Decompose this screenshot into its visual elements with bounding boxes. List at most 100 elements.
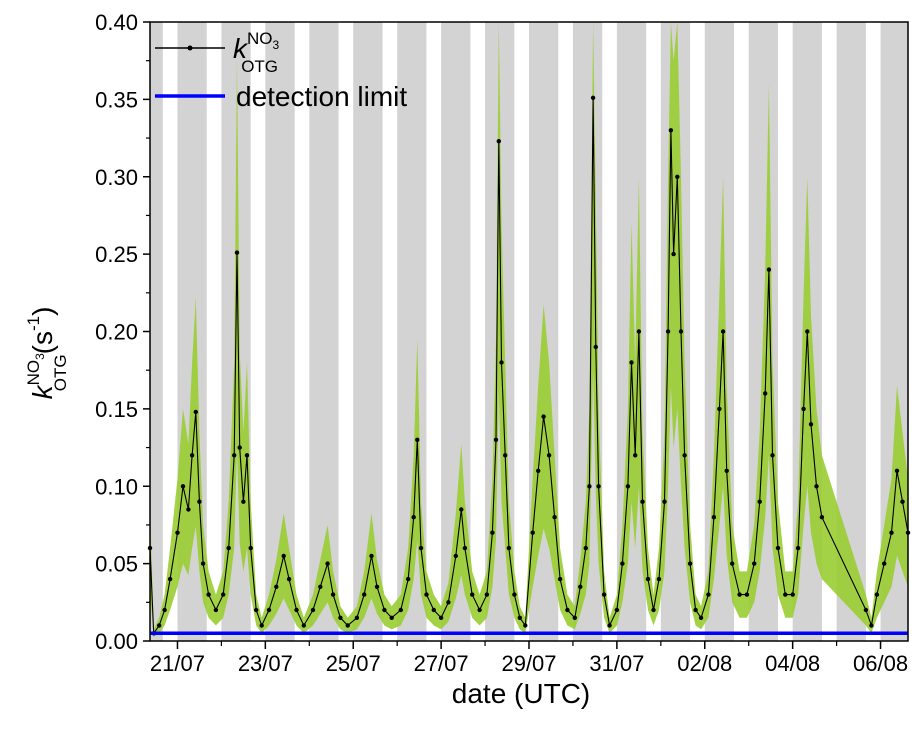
- data-point: [254, 607, 259, 613]
- data-point: [614, 607, 620, 613]
- data-point: [706, 592, 711, 597]
- data-point: [790, 592, 795, 597]
- data-point: [882, 561, 887, 566]
- data-point: [411, 515, 416, 520]
- data-point: [496, 139, 501, 144]
- data-point: [636, 329, 642, 334]
- data-point: [625, 484, 631, 489]
- series-lines: [149, 97, 909, 635]
- data-point: [601, 592, 607, 597]
- y-axis-title-symbol: k: [27, 383, 58, 399]
- x-tick-label: 29/07: [501, 651, 556, 676]
- x-tick-label: 31/07: [589, 651, 644, 676]
- y-axis-title: kNO3 OTG(s-1): [24, 307, 70, 400]
- data-point: [523, 623, 528, 628]
- night-band: [353, 22, 383, 641]
- data-point: [418, 545, 424, 551]
- y-tick-label: 0.25: [95, 242, 138, 267]
- data-point: [596, 484, 601, 489]
- data-point: [587, 484, 592, 489]
- data-point: [662, 499, 667, 504]
- y-axis-title-subscript: OTG: [51, 354, 70, 391]
- data-point: [382, 607, 387, 613]
- data-point: [477, 607, 482, 613]
- data-point: [438, 615, 444, 620]
- data-point: [572, 615, 577, 620]
- data-point: [234, 250, 240, 255]
- data-point: [484, 592, 490, 597]
- data-point: [711, 515, 717, 520]
- data-point: [620, 561, 625, 566]
- data-point: [354, 615, 360, 620]
- data-point: [668, 128, 674, 133]
- y-tick-label: 0.30: [95, 165, 138, 190]
- data-point: [338, 615, 343, 620]
- legend-label-detection-limit: detection limit: [236, 81, 407, 112]
- data-point: [869, 623, 874, 628]
- y-axis-title-unit-exponent: -1: [24, 316, 43, 331]
- legend-marker-series: [187, 45, 193, 51]
- data-point: [301, 623, 306, 628]
- data-point: [687, 561, 693, 566]
- data-point: [590, 95, 596, 101]
- data-point: [698, 615, 704, 620]
- y-tick-label: 0.20: [95, 320, 138, 345]
- data-point: [294, 607, 299, 613]
- data-point: [633, 453, 638, 458]
- data-point: [814, 484, 819, 489]
- data-point: [406, 576, 411, 582]
- data-point: [717, 406, 722, 412]
- y-tick-label: 0.10: [95, 474, 138, 499]
- y-tick-label: 0.15: [95, 397, 138, 422]
- data-point: [763, 391, 768, 396]
- data-point: [578, 584, 583, 589]
- data-point: [770, 453, 775, 458]
- data-point: [546, 453, 552, 458]
- x-tick-label: 06/08: [853, 651, 908, 676]
- data-point: [593, 344, 598, 350]
- data-point: [310, 607, 316, 613]
- data-point: [557, 576, 563, 582]
- axis-ticks: 0.00 0.05 0.10 0.15 0.20 0.25 0.30 0.35 0.40 21/0…: [95, 10, 908, 676]
- data-point: [431, 607, 436, 613]
- data-point: [499, 360, 504, 365]
- data-point: [330, 592, 336, 597]
- data-point: [374, 584, 380, 589]
- x-tick-label: 04/08: [765, 651, 820, 676]
- data-point: [415, 437, 420, 442]
- legend-label-series: kNO3 OTG: [233, 29, 280, 76]
- data-point: [462, 545, 468, 551]
- data-point: [345, 623, 350, 628]
- data-point: [757, 499, 762, 504]
- data-point: [200, 561, 206, 566]
- night-band: [309, 22, 339, 641]
- data-point: [446, 600, 451, 605]
- data-point: [744, 592, 750, 597]
- data-point: [720, 329, 726, 334]
- data-point: [453, 553, 458, 559]
- legend-label-series-superscript-sub: 3: [273, 38, 280, 52]
- data-point: [530, 530, 535, 535]
- night-bands: [150, 22, 908, 641]
- data-point: [766, 267, 772, 272]
- data-point: [675, 174, 680, 179]
- data-point: [167, 576, 173, 582]
- series-markers: [147, 95, 911, 636]
- data-point: [389, 615, 394, 620]
- data-point: [805, 329, 810, 334]
- data-point: [493, 437, 499, 442]
- data-point: [874, 592, 880, 597]
- data-point: [775, 545, 781, 551]
- legend-label-series-subscript: OTG: [241, 57, 278, 76]
- data-point: [795, 545, 801, 551]
- data-point: [274, 584, 279, 589]
- y-tick-label: 0.05: [95, 552, 138, 577]
- x-tick-label: 27/07: [414, 651, 469, 676]
- data-point: [541, 414, 546, 419]
- data-point: [752, 561, 757, 566]
- data-point: [424, 592, 429, 597]
- data-point: [583, 545, 588, 551]
- data-point: [900, 499, 905, 504]
- data-point: [506, 545, 512, 551]
